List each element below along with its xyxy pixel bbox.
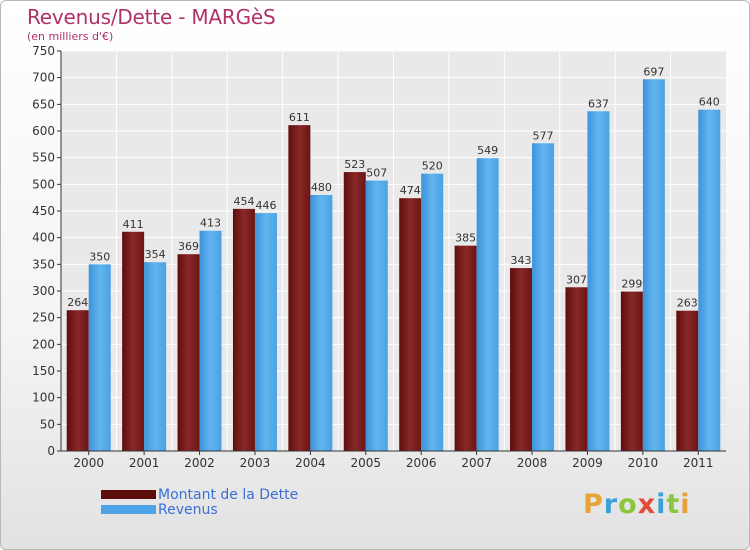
y-tick-label: 0 <box>47 444 55 458</box>
x-tick-label: 2001 <box>129 456 160 470</box>
bar-revenus <box>476 158 499 451</box>
legend-item-debt: Montant de la Dette <box>101 486 299 503</box>
chart-title: Revenus/Dette - MARGèS <box>27 5 276 29</box>
data-label-revenus: 637 <box>588 97 609 110</box>
logo-letter: r <box>603 489 619 520</box>
data-label-revenus: 507 <box>366 167 387 180</box>
bar-debt <box>676 310 699 451</box>
data-label-revenus: 577 <box>533 129 554 142</box>
y-tick-label: 50 <box>40 417 55 431</box>
y-tick-label: 400 <box>32 231 55 245</box>
x-tick-label: 2008 <box>517 456 548 470</box>
data-label-debt: 411 <box>123 218 144 231</box>
bar-debt <box>177 254 200 451</box>
bar-revenus <box>199 230 222 451</box>
proxiti-logo: Proxiti <box>583 489 691 520</box>
logo-letter: P <box>583 489 604 520</box>
legend: Montant de la Dette Revenus <box>101 486 299 518</box>
data-label-revenus: 354 <box>145 248 166 261</box>
logo-letter: x <box>637 489 657 520</box>
bar-revenus <box>365 180 388 451</box>
y-tick-label: 150 <box>32 364 55 378</box>
data-label-debt: 343 <box>511 254 532 267</box>
data-label-debt: 454 <box>233 195 254 208</box>
bar-revenus <box>421 173 444 451</box>
legend-label-debt: Montant de la Dette <box>158 486 299 503</box>
x-tick-label: 2010 <box>628 456 659 470</box>
x-tick-label: 2005 <box>351 456 382 470</box>
y-tick-label: 300 <box>32 284 55 298</box>
data-label-debt: 307 <box>566 273 587 286</box>
data-label-revenus: 640 <box>699 96 720 109</box>
logo-letter: i <box>680 489 691 520</box>
bar-revenus <box>144 262 167 451</box>
y-tick-label: 700 <box>32 71 55 85</box>
y-tick-label: 500 <box>32 177 55 191</box>
legend-label-revenus: Revenus <box>158 501 218 518</box>
data-label-revenus: 413 <box>200 217 221 230</box>
y-tick-label: 750 <box>32 44 55 58</box>
data-label-revenus: 549 <box>477 144 498 157</box>
data-label-debt: 523 <box>344 158 365 171</box>
data-label-debt: 369 <box>178 240 199 253</box>
y-tick-label: 250 <box>32 311 55 325</box>
bar-debt <box>343 172 366 452</box>
data-label-debt: 299 <box>621 278 642 291</box>
data-label-debt: 264 <box>67 296 88 309</box>
chart-subtitle: (en milliers d'€) <box>27 30 114 43</box>
legend-item-revenus: Revenus <box>101 501 298 518</box>
y-tick-label: 550 <box>32 151 55 165</box>
data-label-revenus: 697 <box>643 65 664 78</box>
logo-letter: i <box>656 489 667 520</box>
logo-letter: o <box>618 489 638 520</box>
bar-revenus <box>642 79 665 452</box>
bar-debt <box>565 287 588 451</box>
legend-swatch-revenus <box>101 505 156 514</box>
logo-letter: t <box>666 489 681 520</box>
x-tick-label: 2002 <box>184 456 215 470</box>
bar-debt <box>399 198 422 451</box>
x-tick-label: 2004 <box>295 456 326 470</box>
y-tick-label: 350 <box>32 257 55 271</box>
data-label-revenus: 480 <box>311 181 332 194</box>
bar-debt <box>620 291 643 451</box>
x-tick-label: 2009 <box>572 456 603 470</box>
x-tick-label: 2000 <box>73 456 104 470</box>
bar-debt <box>288 125 311 451</box>
bar-debt <box>510 268 533 451</box>
data-label-debt: 611 <box>289 111 310 124</box>
bar-debt <box>122 231 145 451</box>
bar-revenus <box>587 111 610 452</box>
y-tick-label: 100 <box>32 391 55 405</box>
data-label-revenus: 446 <box>255 199 276 212</box>
y-tick-label: 650 <box>32 97 55 111</box>
x-tick-label: 2003 <box>240 456 271 470</box>
bar-revenus <box>532 143 555 451</box>
bar-revenus <box>310 195 333 451</box>
bar-debt <box>454 245 477 451</box>
legend-swatch-debt <box>101 490 156 499</box>
bar-revenus <box>88 264 111 451</box>
y-tick-label: 600 <box>32 124 55 138</box>
data-label-revenus: 350 <box>89 250 110 263</box>
x-tick-label: 2011 <box>683 456 714 470</box>
data-label-revenus: 520 <box>422 160 443 173</box>
data-label-debt: 474 <box>400 184 421 197</box>
bar-debt <box>232 208 255 451</box>
data-label-debt: 263 <box>677 297 698 310</box>
x-tick-label: 2007 <box>461 456 492 470</box>
x-tick-label: 2006 <box>406 456 437 470</box>
y-tick-label: 450 <box>32 204 55 218</box>
data-label-debt: 385 <box>455 232 476 245</box>
y-tick-label: 200 <box>32 337 55 351</box>
bar-debt <box>66 310 89 451</box>
bar-revenus <box>254 213 277 451</box>
bar-revenus <box>698 109 721 452</box>
